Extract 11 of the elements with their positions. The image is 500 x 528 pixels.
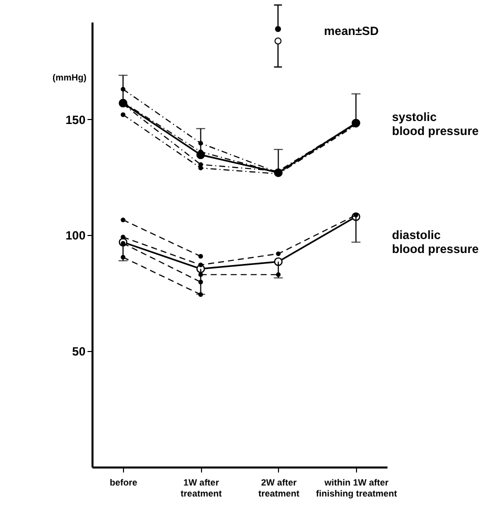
x-tick-label: before — [110, 478, 138, 488]
annotation: mean±SD — [324, 24, 379, 38]
x-tick-label: 1W after treatment — [180, 478, 222, 498]
x-tick-label: 2W after treatment — [258, 478, 300, 498]
text: systolic blood pressure — [392, 110, 480, 138]
y-axis-title: (mmHg) — [52, 72, 86, 82]
y-tick-label: 100 — [65, 228, 86, 243]
text: diastolic blood pressure — [392, 228, 480, 256]
y-tick-label: 50 — [72, 344, 86, 359]
y-tick-label: 150 — [65, 112, 86, 127]
x-tick-label: within 1W after finishing treatment — [316, 478, 397, 498]
